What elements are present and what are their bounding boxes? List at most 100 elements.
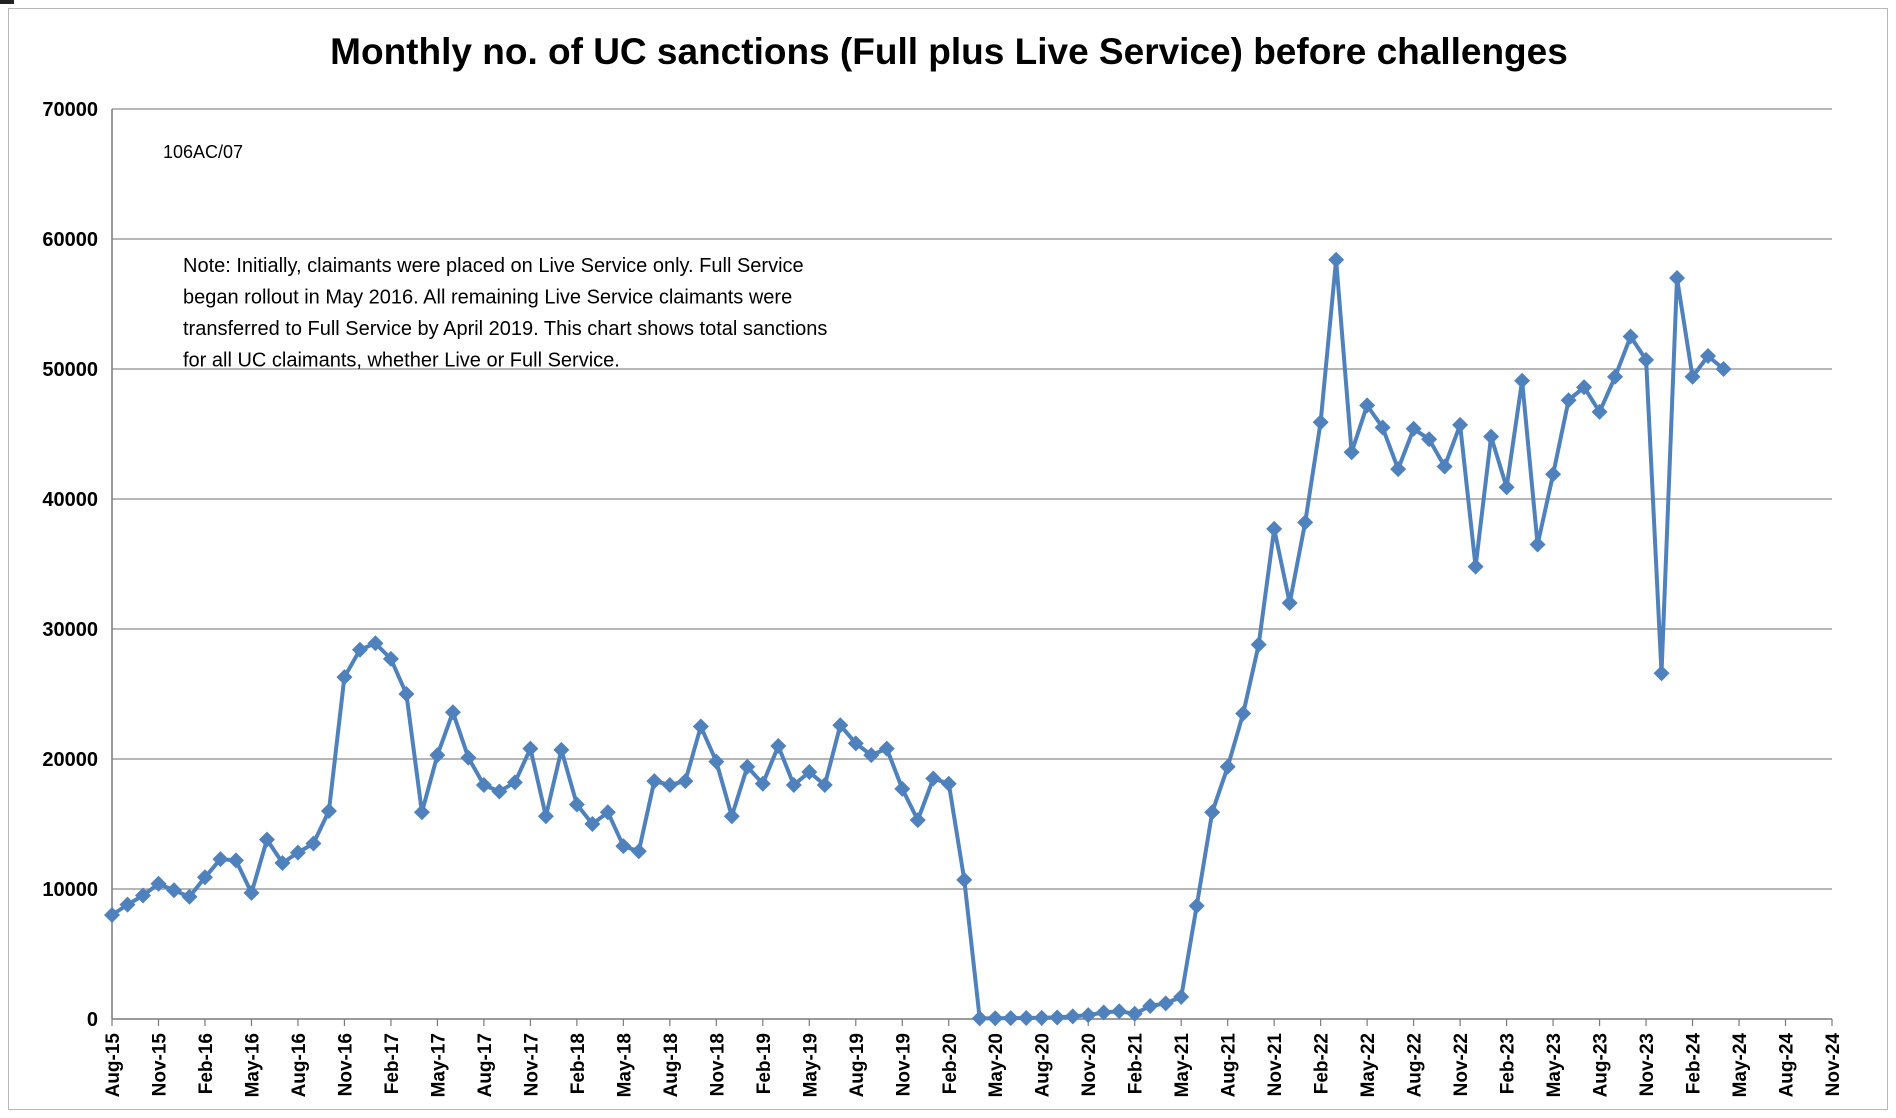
data-point <box>1560 392 1577 409</box>
data-point <box>1281 595 1298 611</box>
data-point <box>491 783 508 800</box>
data-point <box>739 758 756 775</box>
data-point <box>382 650 399 667</box>
y-tick-label: 20000 <box>42 749 98 771</box>
figure-corner-mark <box>0 0 14 4</box>
data-point <box>1529 536 1546 553</box>
data-point <box>1064 1008 1081 1025</box>
x-tick-label: Aug-17 <box>475 1033 496 1097</box>
y-tick-labels: 0 10000 20000 30000 40000 50000 60000 70000 <box>42 99 98 1031</box>
x-tick-label: Aug-23 <box>1591 1033 1612 1097</box>
data-point <box>1545 466 1562 483</box>
x-tick-label: Feb-16 <box>196 1033 217 1094</box>
data-point <box>398 686 415 702</box>
data-point <box>1157 995 1174 1012</box>
data-point <box>1452 416 1469 433</box>
x-tick-label: Nov-15 <box>149 1033 170 1097</box>
data-point <box>1080 1007 1097 1024</box>
data-point <box>1328 251 1345 268</box>
x-tick-label: Nov-24 <box>1823 1033 1844 1097</box>
chart-note-line: began rollout in May 2016. All remaining… <box>183 287 792 309</box>
data-point <box>1188 897 1205 914</box>
data-point <box>661 777 678 793</box>
data-point <box>243 884 260 901</box>
data-point <box>909 812 926 829</box>
chart-note-line: Note: Initially, claimants were placed o… <box>183 255 804 277</box>
data-point <box>1653 665 1670 682</box>
data-point <box>1638 351 1655 368</box>
data-point <box>413 804 430 821</box>
data-point <box>1297 514 1314 531</box>
y-tick-label: 0 <box>87 1009 98 1031</box>
x-tick-label: Aug-19 <box>847 1033 868 1097</box>
data-point <box>1700 348 1717 364</box>
chart-note-line: transferred to Full Service by April 201… <box>183 318 827 340</box>
data-point <box>1607 368 1624 385</box>
data-point <box>165 882 182 899</box>
line-chart: Monthly no. of UC sanctions (Full plus L… <box>42 31 1844 1098</box>
y-tick-label: 60000 <box>42 229 98 251</box>
gridlines <box>112 108 1832 890</box>
x-tick-label: Aug-18 <box>661 1033 682 1097</box>
x-tick-label: Nov-17 <box>521 1033 542 1096</box>
data-point <box>104 907 120 923</box>
x-tick-label: Aug-15 <box>103 1033 124 1098</box>
data-point <box>274 855 291 871</box>
data-point <box>227 852 244 869</box>
data-point <box>1684 368 1701 385</box>
x-tick-label: Feb-23 <box>1498 1033 1519 1094</box>
chart-frame: Monthly no. of UC sanctions (Full plus L… <box>8 8 1888 1110</box>
x-tick-label: Aug-24 <box>1777 1033 1798 1098</box>
data-point <box>1173 988 1190 1005</box>
data-point <box>754 775 771 792</box>
data-point <box>537 808 554 825</box>
data-point <box>1390 461 1407 478</box>
data-point <box>367 635 384 652</box>
data-point <box>1467 558 1484 575</box>
x-tick-label: Feb-19 <box>754 1033 775 1094</box>
chart-note-line: for all UC claimants, whether Live or Fu… <box>183 350 620 372</box>
x-tick-label: May-24 <box>1730 1033 1751 1098</box>
data-point <box>940 775 957 792</box>
data-points <box>104 251 1732 1027</box>
x-tick-label: Nov-23 <box>1637 1033 1658 1096</box>
y-tick-label: 40000 <box>42 489 98 511</box>
x-tick-label: Feb-17 <box>382 1033 403 1094</box>
x-tick-label: May-17 <box>428 1033 449 1097</box>
x-tick-label: May-23 <box>1544 1033 1565 1097</box>
x-tick-label: Nov-20 <box>1079 1033 1100 1096</box>
data-point <box>444 704 461 721</box>
data-point <box>568 796 585 813</box>
data-point <box>134 887 151 904</box>
data-point <box>1250 636 1267 653</box>
data-point <box>692 718 709 735</box>
data-point <box>1576 379 1593 396</box>
data-point <box>1669 270 1686 286</box>
data-point <box>708 753 725 770</box>
x-tick-label: May-22 <box>1358 1033 1379 1097</box>
x-tick-label: Feb-21 <box>1126 1033 1147 1095</box>
data-point <box>1142 998 1159 1014</box>
data-point <box>1483 428 1500 445</box>
chart-note: Note: Initially, claimants were placed o… <box>183 255 827 372</box>
x-tick-label: Nov-16 <box>335 1033 356 1096</box>
data-point <box>460 749 477 766</box>
data-point <box>1514 372 1531 389</box>
x-tick-label: Aug-20 <box>1033 1033 1054 1097</box>
data-point <box>181 888 198 905</box>
data-point <box>1312 414 1329 431</box>
x-tick-label: Feb-18 <box>568 1033 589 1094</box>
data-point <box>289 844 306 861</box>
data-point <box>1204 804 1221 821</box>
x-tick-label: Nov-18 <box>707 1033 728 1096</box>
y-tick-label: 10000 <box>42 879 98 901</box>
axes <box>111 109 1833 1026</box>
data-point <box>1374 419 1391 436</box>
data-point <box>1359 397 1376 414</box>
x-tick-label: May-21 <box>1172 1033 1193 1098</box>
data-point <box>956 871 973 888</box>
data-point <box>1126 1005 1143 1022</box>
data-point <box>785 777 802 793</box>
data-point <box>212 851 229 868</box>
data-point <box>615 838 632 855</box>
